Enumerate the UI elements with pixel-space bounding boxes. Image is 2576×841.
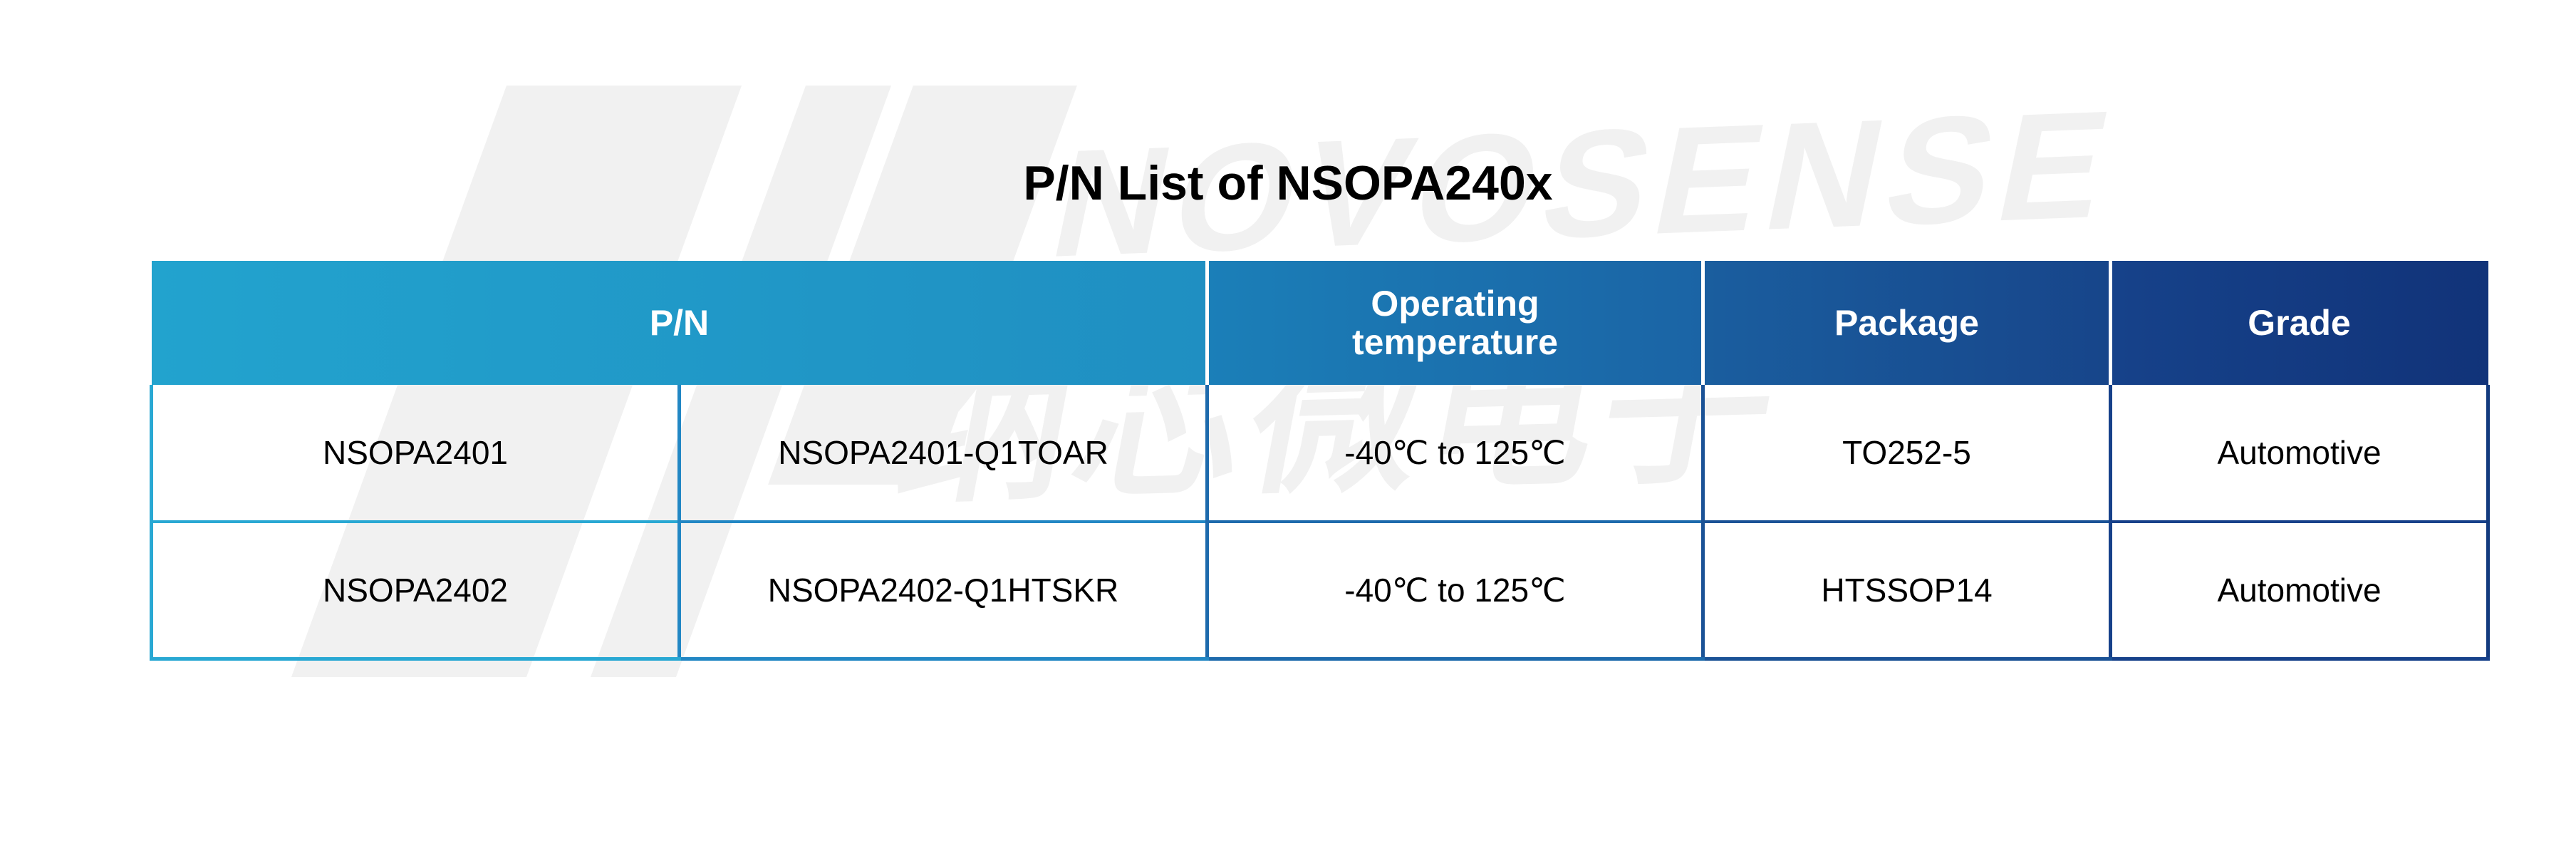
cell-pn-full: NSOPA2401-Q1TOAR: [677, 385, 1208, 523]
cell-pn-full: NSOPA2402-Q1HTSKR: [677, 522, 1208, 661]
cell-operating-temperature: -40℃ to 125℃: [1205, 522, 1703, 661]
page-title: P/N List of NSOPA240x: [1023, 156, 1553, 210]
pn-list-table-container: P/N Operating temperature Package Grade …: [150, 261, 2490, 661]
cell-pn-short: NSOPA2401: [150, 385, 680, 523]
cell-pn-short: NSOPA2402: [150, 522, 680, 661]
table-row: NSOPA2402 NSOPA2402-Q1HTSKR -40℃ to 125℃…: [150, 522, 2490, 661]
cell-grade: Automotive: [2109, 385, 2490, 523]
table-header: P/N Operating temperature Package Grade: [151, 261, 2488, 385]
cell-package: TO252-5: [1701, 385, 2111, 523]
pn-list-table: P/N Operating temperature Package Grade …: [150, 261, 2490, 661]
operating-temperature-line-2: temperature: [1352, 322, 1558, 362]
operating-temperature-line-1: Operating: [1371, 284, 1539, 324]
column-header-grade: Grade: [2108, 261, 2488, 385]
table-header-row: P/N Operating temperature Package Grade: [151, 261, 2488, 385]
table-row: NSOPA2401 NSOPA2401-Q1TOAR -40℃ to 125℃ …: [150, 385, 2490, 523]
cell-operating-temperature: -40℃ to 125℃: [1205, 385, 1703, 523]
column-header-package: Package: [1700, 261, 2111, 385]
column-header-operating-temperature: Operating temperature: [1205, 261, 1703, 385]
column-header-pn: P/N: [151, 261, 1208, 385]
table-body: NSOPA2401 NSOPA2401-Q1TOAR -40℃ to 125℃ …: [150, 385, 2490, 661]
cell-package: HTSSOP14: [1701, 522, 2111, 661]
cell-grade: Automotive: [2109, 522, 2490, 661]
